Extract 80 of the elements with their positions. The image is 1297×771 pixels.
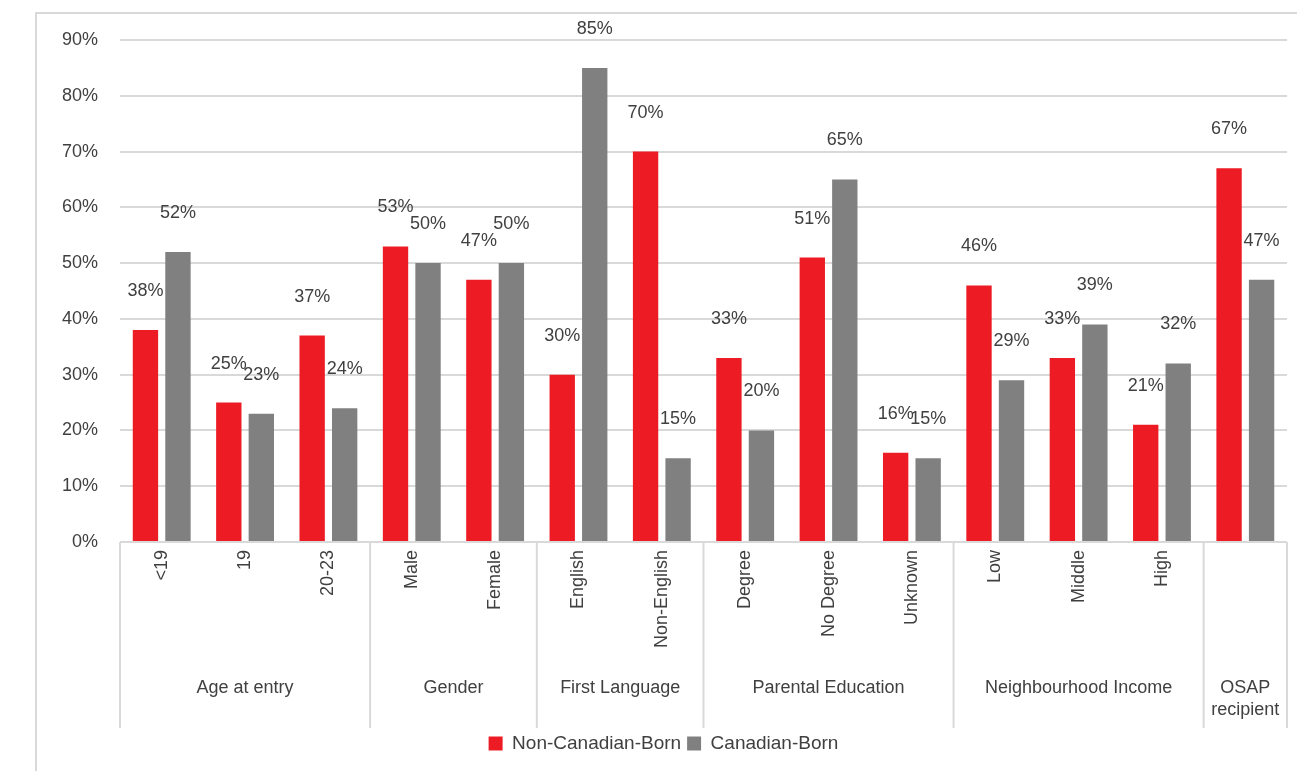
bar [299, 335, 325, 541]
bar [882, 452, 909, 541]
text: Gender [423, 676, 484, 697]
data-label: 38% [127, 280, 164, 301]
bar [1165, 363, 1191, 541]
bar [132, 330, 159, 541]
bar [998, 380, 1025, 541]
x-tick-label: English [567, 550, 588, 610]
x-tick-label: Unknown [900, 550, 921, 626]
data-label: 85% [576, 17, 613, 38]
bar [799, 257, 825, 541]
y-tick-label: 70% [62, 140, 99, 161]
bar [832, 179, 858, 541]
x-tick-label: High [1150, 550, 1171, 588]
data-label: 24% [326, 358, 363, 379]
bar [1133, 424, 1159, 541]
y-tick-label: 10% [62, 475, 99, 496]
x-tick-label: No Degree [817, 550, 838, 638]
data-label: 39% [1076, 274, 1113, 295]
data-label: 33% [1044, 307, 1081, 328]
data-label: 67% [1211, 118, 1248, 139]
bar [331, 408, 358, 541]
y-tick-label: 0% [72, 530, 99, 551]
legend-label: Canadian-Born [710, 731, 839, 753]
data-label: 51% [794, 207, 831, 228]
x-tick-label: Degree [734, 550, 755, 610]
x-tick-label: Middle [1067, 550, 1088, 604]
y-tick-label: 40% [62, 307, 99, 328]
bar [248, 413, 274, 541]
bar [466, 279, 492, 541]
x-tick-label: Low [984, 549, 1005, 584]
y-tick-label: 90% [62, 28, 99, 49]
data-label: 47% [1243, 229, 1280, 250]
bar [966, 285, 992, 541]
data-label: 32% [1160, 313, 1197, 334]
data-label: 30% [544, 324, 581, 345]
x-tick-label: Female [484, 550, 505, 611]
y-tick-label: 50% [62, 252, 99, 273]
bar [415, 263, 441, 541]
bar [1216, 168, 1242, 541]
x-tick-label: 19 [234, 550, 255, 571]
bar [549, 374, 575, 541]
bar [1049, 357, 1076, 541]
bar [632, 151, 659, 541]
data-label: 52% [159, 201, 196, 222]
bar [1082, 324, 1108, 541]
y-tick-label: 80% [62, 84, 99, 105]
bar [748, 430, 775, 541]
bar [216, 402, 242, 541]
y-tick-label: 60% [62, 196, 99, 217]
bar [665, 458, 691, 541]
bar [498, 263, 525, 541]
x-tick-label: 20-23 [317, 550, 338, 597]
text: OSAP recipient [1211, 676, 1280, 719]
data-label: 15% [660, 408, 697, 429]
bar [582, 67, 608, 541]
bar [1248, 279, 1275, 541]
y-tick-label: 30% [62, 363, 99, 384]
bar [716, 357, 742, 541]
data-label: 70% [627, 101, 664, 122]
data-label: 46% [960, 235, 998, 256]
data-label: 65% [826, 129, 863, 150]
data-label: 15% [910, 408, 947, 429]
data-label: 20% [743, 380, 780, 401]
text: First Language [560, 676, 681, 697]
data-label: 29% [993, 330, 1030, 351]
data-label: 21% [1127, 374, 1164, 395]
data-label: 37% [294, 285, 331, 306]
bar [382, 246, 409, 541]
bar [915, 458, 941, 541]
y-tick-label: 20% [62, 419, 99, 440]
x-tick-label: Non-English [650, 550, 671, 649]
bar [165, 251, 191, 541]
text: Age at entry [196, 676, 294, 697]
legend-label: Non-Canadian-Born [512, 731, 682, 753]
text: Neighbourhood Income [985, 676, 1173, 697]
x-tick-label: <19 [150, 550, 171, 581]
text: Parental Education [752, 676, 905, 697]
x-tick-label: Male [400, 550, 421, 590]
data-label: 33% [710, 307, 747, 328]
